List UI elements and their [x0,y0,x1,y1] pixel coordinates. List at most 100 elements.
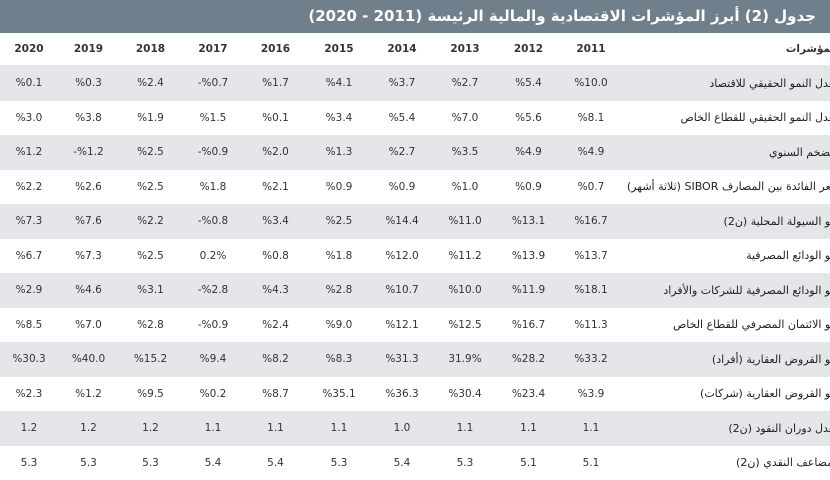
value-cell: %16.7 [560,204,622,239]
value-cell: %7.0 [433,100,497,135]
value-cell: %2.7 [371,135,433,170]
value-cell: 1.1 [307,411,371,446]
value-cell: %30.4 [433,376,497,411]
table-row: %7.3 %7.6 %2.2 -%0.8 %3.4 %2.5 %14.4 %11.0 %13.1… [0,204,830,239]
value-cell: %2.5 [307,204,371,239]
indicator-label: نمو القروض العقارية (شركات) [622,376,830,411]
value-cell: %13.1 [497,204,560,239]
value-cell: %5.6 [497,100,560,135]
value-cell: %35.1 [307,376,371,411]
value-cell: 5.1 [497,445,560,480]
value-cell: %3.4 [244,204,307,239]
value-cell: 1.0 [371,411,433,446]
year-column-header: 2017 [182,33,244,66]
value-cell: %3.7 [371,65,433,101]
indicator-label: نمو القروض العقارية (أفراد) [622,342,830,377]
indicator-label: معدل النمو الحقيقي للاقتصاد [622,65,830,101]
value-cell: %1.8 [307,238,371,273]
value-cell: %0.3 [58,65,119,101]
value-cell: %3.8 [58,100,119,135]
value-cell: %6.7 [0,238,58,273]
value-cell: 1.1 [244,411,307,446]
table-row: %8.5 %7.0 %2.8 -%0.9 %2.4 %9.0 %12.1 %12.5 %16.7… [0,307,830,342]
value-cell: %36.3 [371,376,433,411]
value-cell: %1.8 [182,169,244,204]
value-cell: %11.9 [497,273,560,308]
value-cell: 1.1 [497,411,560,446]
value-cell: %9.0 [307,307,371,342]
indicator-label: نمو الودائع المصرفية للشركات والأفراد [622,273,830,308]
value-cell: %13.7 [560,238,622,273]
value-cell: %23.4 [497,376,560,411]
value-cell: %12.5 [433,307,497,342]
value-cell: 31.9% [433,342,497,377]
value-cell: -%0.9 [182,307,244,342]
value-cell: 5.3 [0,445,58,480]
indicators-table: 2020 2019 2018 2017 2016 2015 2014 2013 2012 2011… [0,33,830,480]
value-cell: 5.3 [119,445,182,480]
value-cell: %9.5 [119,376,182,411]
value-cell: %12.1 [371,307,433,342]
value-cell: %4.6 [58,273,119,308]
value-cell: %8.7 [244,376,307,411]
value-cell: %2.8 [307,273,371,308]
indicator-label: سعر الفائدة بين المصارف SIBOR (ثلاثة أشه… [622,169,830,204]
value-cell: %5.4 [371,100,433,135]
value-cell: %2.9 [0,273,58,308]
value-cell: %2.8 [119,307,182,342]
table-row: 5.35.35.35.45.45.35.45.35.15.1المضاعف ال… [0,445,830,480]
value-cell: 5.3 [307,445,371,480]
table-row: %0.1 %0.3 %2.4 -%0.7 %1.7 %4.1 %3.7 %2.7 %5.4 %10… [0,65,830,101]
value-cell: %1.2 [58,376,119,411]
value-cell: 1.1 [182,411,244,446]
value-cell: 1.1 [433,411,497,446]
year-column-header: 2019 [58,33,119,66]
value-cell: %30.3 [0,342,58,377]
table-row: %1.2 -%1.2 %2.5 -%0.9 %2.0 %1.3 %2.7 %3.5 %4.9 %4… [0,135,830,170]
value-cell: %2.5 [119,238,182,273]
value-cell: %10.0 [560,65,622,101]
value-cell: %8.3 [307,342,371,377]
indicator-label: معدل دوران النقود (ن2) [622,411,830,446]
value-cell: %4.1 [307,65,371,101]
value-cell: %0.9 [307,169,371,204]
value-cell: %28.2 [497,342,560,377]
value-cell: %8.2 [244,342,307,377]
year-column-header: 2018 [119,33,182,66]
value-cell: %1.3 [307,135,371,170]
value-cell: %14.4 [371,204,433,239]
value-cell: -%0.8 [182,204,244,239]
year-column-header: 2015 [307,33,371,66]
year-column-header: 2012 [497,33,560,66]
year-column-header: 2020 [0,33,58,66]
value-cell: %7.3 [0,204,58,239]
value-cell: -%0.9 [182,135,244,170]
value-cell: 5.3 [433,445,497,480]
value-cell: %11.3 [560,307,622,342]
year-column-header: 2014 [371,33,433,66]
value-cell: 5.3 [58,445,119,480]
indicator-label: التضخم السنوي [622,135,830,170]
value-cell: 5.1 [560,445,622,480]
value-cell: 5.4 [182,445,244,480]
value-cell: %2.4 [119,65,182,101]
value-cell: 0.2% [182,238,244,273]
value-cell: %7.3 [58,238,119,273]
value-cell: %2.6 [58,169,119,204]
value-cell: %0.9 [371,169,433,204]
value-cell: %2.3 [0,376,58,411]
value-cell: 1.2 [119,411,182,446]
value-cell: %1.5 [182,100,244,135]
value-cell: %11.2 [433,238,497,273]
value-cell: 1.2 [0,411,58,446]
value-cell: %2.1 [244,169,307,204]
value-cell: %18.1 [560,273,622,308]
value-cell: %4.9 [560,135,622,170]
value-cell: -%2.8 [182,273,244,308]
year-column-header: 2016 [244,33,307,66]
value-cell: %4.3 [244,273,307,308]
value-cell: %5.4 [497,65,560,101]
value-cell: %0.8 [244,238,307,273]
value-cell: %2.0 [244,135,307,170]
value-cell: 1.2 [58,411,119,446]
